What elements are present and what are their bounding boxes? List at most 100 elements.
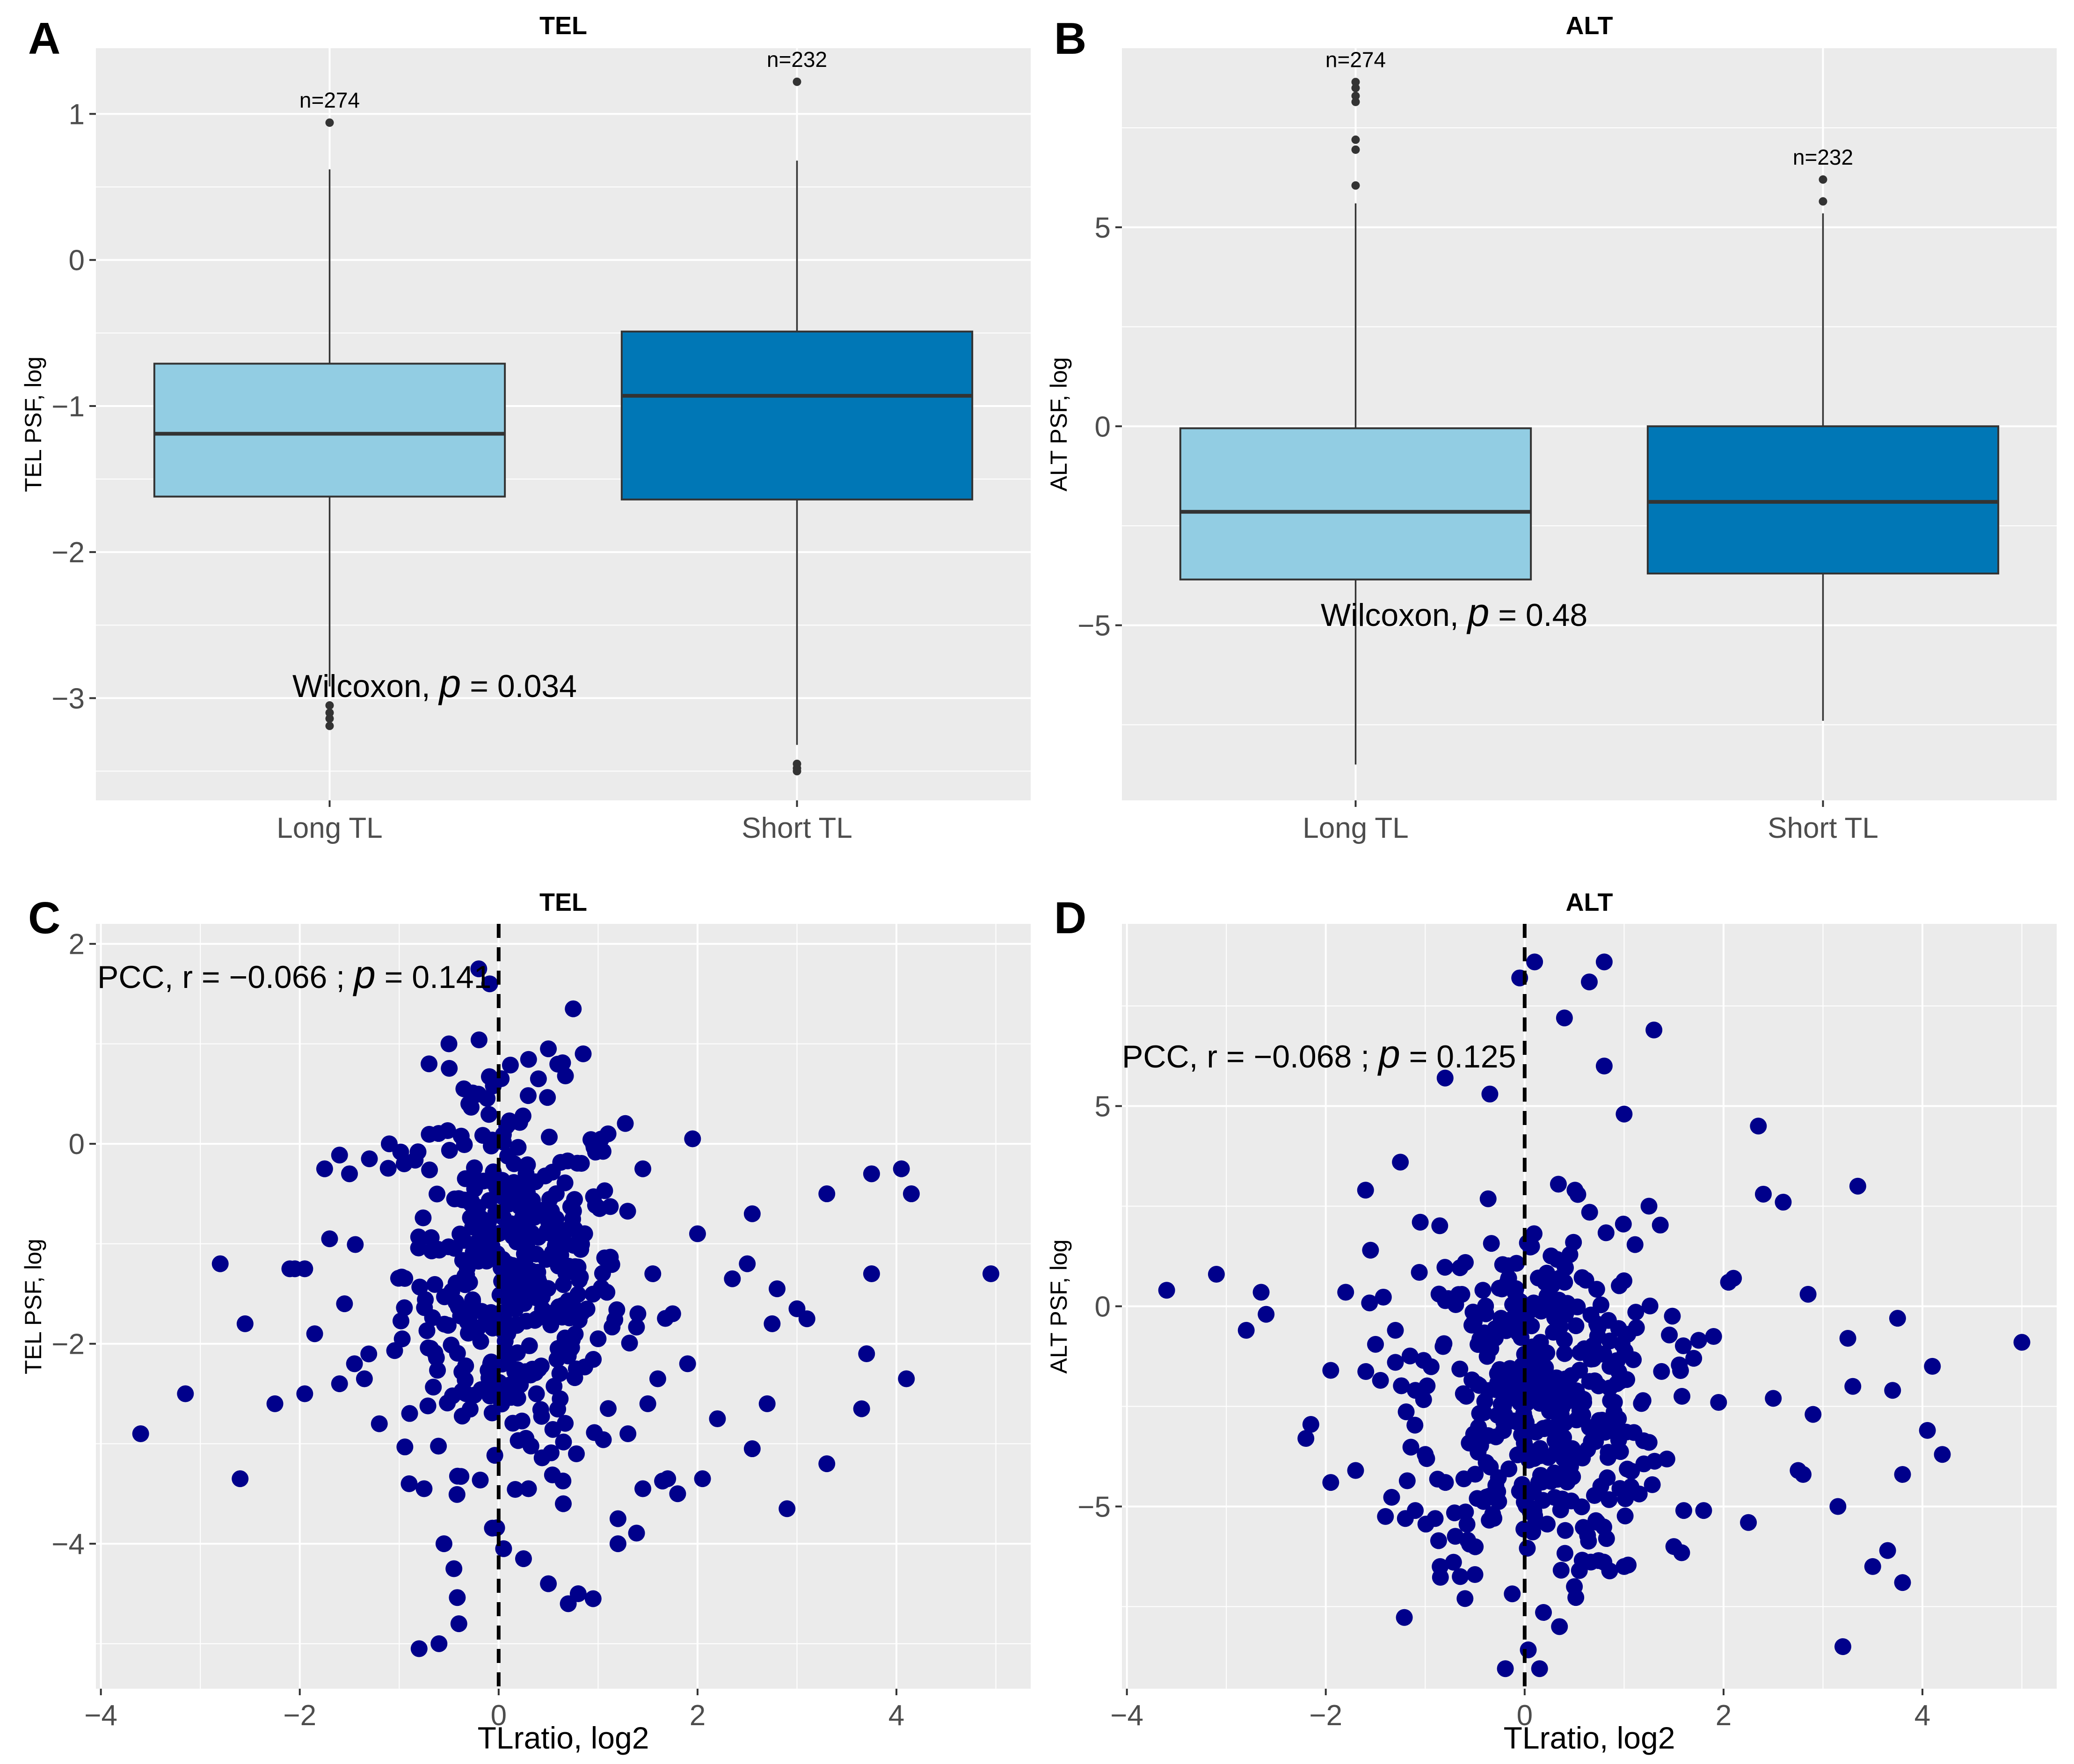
scatter-point — [1479, 1190, 1497, 1207]
outlier-point — [325, 714, 334, 723]
scatter-point — [484, 1519, 501, 1537]
y-tick-label: −5 — [1077, 1491, 1111, 1524]
scatter-point — [1458, 1516, 1476, 1533]
scatter-point — [1839, 1329, 1856, 1347]
scatter-point — [689, 1225, 706, 1242]
scatter-point — [509, 1139, 527, 1156]
scatter-point — [1775, 1193, 1792, 1211]
scatter-point — [544, 1163, 561, 1181]
x-tick-label: 4 — [888, 1699, 904, 1732]
scatter-point — [1665, 1538, 1682, 1555]
scatter-point — [480, 1106, 498, 1123]
panel-d: −5 0 5 −4 −2 0 2 4 D ALT ALT PSF, log TLratio, … — [1046, 888, 2057, 1755]
outlier-point — [325, 721, 334, 730]
scatter-point — [1525, 1503, 1543, 1520]
scatter-point — [1765, 1390, 1782, 1407]
scatter-point — [586, 1424, 603, 1441]
x-tick-label: −2 — [1309, 1699, 1342, 1732]
scatter-point — [530, 1070, 547, 1088]
marks — [1158, 924, 2030, 1689]
scatter-point — [421, 1055, 438, 1073]
scatter-point — [465, 1300, 482, 1317]
scatter-point — [568, 1360, 585, 1378]
scatter-point — [443, 1336, 460, 1354]
box-short-tl — [1646, 425, 2000, 575]
scatter-point — [435, 1535, 452, 1553]
scatter-point — [516, 1245, 533, 1263]
scatter-point — [451, 1225, 469, 1242]
scatter-point — [1634, 1392, 1652, 1409]
scatter-point — [634, 1480, 652, 1497]
panel-c: −4 −2 0 2 −4 −2 0 2 4 C TEL TEL PSF, log TLratio… — [20, 888, 1031, 1755]
scatter-point — [603, 1256, 620, 1273]
x-tick-label: Short TL — [1768, 812, 1878, 844]
y-tick-label: −4 — [51, 1528, 85, 1561]
axes: −3 −2 −1 0 1 Long TL Short TL — [51, 99, 852, 844]
scatter-point — [551, 1365, 568, 1382]
scatter-point — [1879, 1542, 1896, 1559]
scatter-point — [1426, 1510, 1444, 1527]
axes: −5 0 5 Long TL Short TL — [1077, 212, 1878, 844]
scatter-point — [1483, 1235, 1500, 1252]
scatter-point — [1664, 1307, 1681, 1325]
scatter-point — [1546, 1389, 1564, 1406]
scatter-point — [452, 1468, 470, 1485]
scatter-point — [508, 1316, 525, 1333]
scatter-point — [1597, 1224, 1615, 1241]
scatter-point — [1542, 1473, 1559, 1490]
outlier-point — [1351, 181, 1360, 190]
scatter-point — [1556, 1274, 1573, 1291]
scatter-point — [482, 1353, 500, 1371]
pcc-annotation: PCC, r = −0.068 ; p = 0.125 — [1122, 1032, 1516, 1076]
scatter-point — [409, 1143, 427, 1161]
scatter-point — [553, 1308, 571, 1326]
scatter-point — [418, 1322, 436, 1339]
scatter-point — [1646, 1452, 1663, 1470]
scatter-point — [429, 1362, 446, 1379]
scatter-point — [331, 1375, 348, 1393]
panel-a: n=274 n=232 −3 −2 −1 0 1 Long TL Short TL A TEL… — [20, 12, 1031, 844]
scatter-point — [401, 1405, 418, 1422]
scatter-point — [1436, 1259, 1454, 1276]
panel-title: ALT — [1566, 888, 1613, 916]
scatter-point — [743, 1205, 761, 1222]
outlier-point — [1819, 175, 1827, 184]
scatter-point — [1519, 1234, 1536, 1252]
scatter-point — [1690, 1332, 1707, 1349]
scatter-point — [281, 1260, 298, 1278]
scatter-point — [573, 1235, 590, 1253]
x-tick-label: 0 — [1517, 1699, 1533, 1732]
scatter-point — [818, 1185, 836, 1203]
scatter-point — [679, 1355, 696, 1372]
scatter-point — [818, 1455, 836, 1473]
scatter-point — [424, 1309, 441, 1326]
outlier-point — [793, 767, 801, 776]
scatter-point — [1478, 1348, 1496, 1365]
y-tick-label: 1 — [69, 99, 85, 131]
scatter-point — [1595, 1057, 1613, 1074]
scatter-point — [587, 1143, 604, 1161]
scatter-point — [639, 1395, 656, 1412]
scatter-point — [415, 1209, 432, 1227]
scatter-point — [1481, 1085, 1499, 1103]
scatter-point — [1367, 1336, 1384, 1353]
scatter-point — [361, 1150, 378, 1168]
scatter-point — [659, 1470, 677, 1488]
scatter-point — [1490, 1469, 1507, 1487]
scatter-point — [1750, 1118, 1767, 1135]
scatter-point — [768, 1280, 786, 1298]
scatter-point — [1500, 1372, 1517, 1390]
scatter-point — [1580, 1532, 1597, 1550]
scatter-point — [396, 1438, 414, 1456]
y-tick-label: −2 — [51, 537, 85, 569]
scatter-point — [1610, 1320, 1627, 1337]
scatter-point — [1587, 1433, 1604, 1450]
scatter-point — [1566, 1578, 1583, 1595]
scatter-point — [1557, 1259, 1574, 1277]
n-label: n=274 — [299, 88, 360, 112]
scatter-point — [1652, 1216, 1669, 1234]
scatter-point — [1347, 1462, 1364, 1479]
scatter-point — [1590, 1319, 1607, 1336]
scatter-point — [1556, 1545, 1573, 1562]
box-long-tl — [1179, 427, 1532, 581]
